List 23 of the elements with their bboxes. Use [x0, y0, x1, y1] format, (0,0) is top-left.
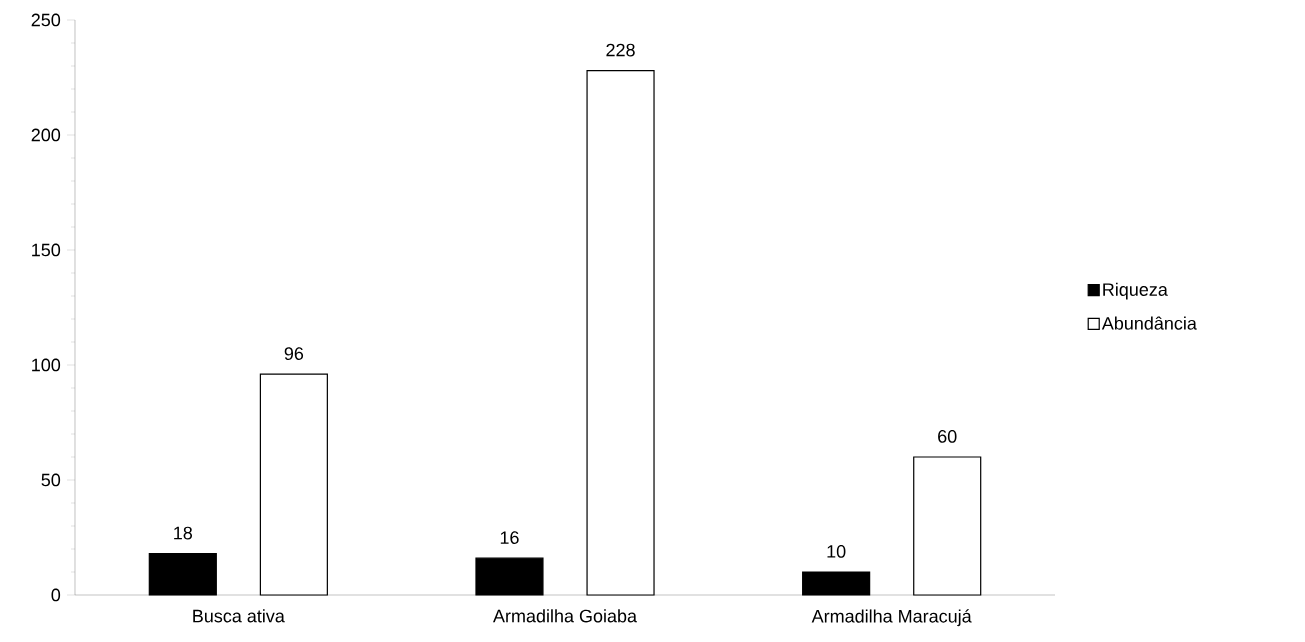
y-tick-label: 50 — [41, 473, 61, 487]
y-tick-label: 150 — [32, 243, 61, 257]
x-tick-label: Busca ativa — [193, 609, 285, 623]
y-tick-label: 200 — [31, 128, 61, 142]
x-tick-label: Armadilha Maracujá — [811, 609, 972, 627]
bar — [802, 571, 871, 596]
bar — [148, 553, 217, 596]
data-label: 60 — [938, 430, 957, 443]
bar — [259, 373, 328, 596]
data-label: 96 — [284, 347, 304, 360]
bar — [913, 456, 982, 596]
y-tick-label: 0 — [51, 588, 61, 602]
bar — [586, 70, 655, 596]
legend-label: Abundância — [1101, 316, 1197, 330]
legend-label: Riqueza — [1103, 282, 1168, 300]
data-label: 10 — [827, 545, 846, 558]
y-tick-label: 250 — [31, 13, 61, 27]
data-label: 16 — [500, 531, 519, 544]
data-label: 228 — [606, 43, 635, 57]
bar — [475, 557, 544, 596]
data-label: 18 — [174, 526, 193, 540]
y-tick-label: 100 — [32, 358, 61, 372]
x-tick-label: Armadilha Goiaba — [493, 609, 637, 623]
